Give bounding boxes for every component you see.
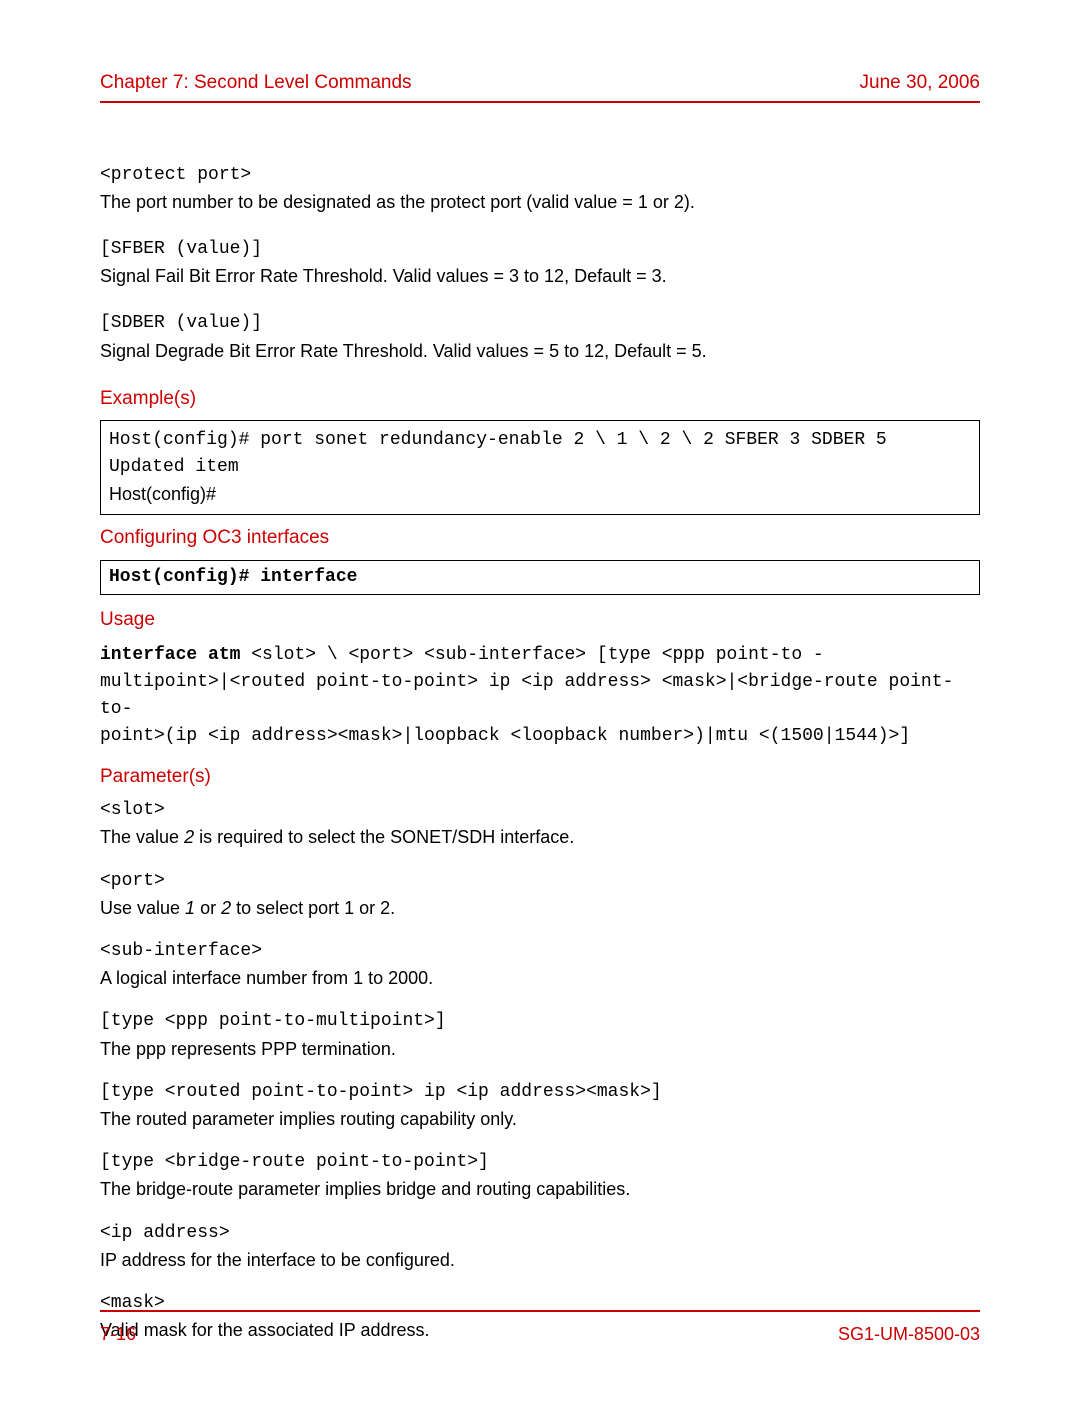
param-port: <port> Use value 1 or 2 to select port 1…	[100, 869, 980, 921]
text: to select port 1 or 2.	[231, 898, 395, 918]
page-header: Chapter 7: Second Level Commands June 30…	[100, 70, 980, 103]
usage-syntax: interface atm <slot> \ <port> <sub-inter…	[100, 642, 980, 750]
example-line: Host(config)# port sonet redundancy-enab…	[109, 427, 971, 454]
param-desc: The value 2 is required to select the SO…	[100, 825, 980, 850]
param-syntax: <slot>	[100, 798, 980, 823]
text-italic: 1	[185, 898, 195, 918]
usage-text: multipoint>|<routed point-to-point> ip <…	[100, 672, 953, 719]
param-desc: Use value 1 or 2 to select port 1 or 2.	[100, 896, 980, 921]
doc-id: SG1-UM-8500-03	[838, 1322, 980, 1347]
text: or	[195, 898, 221, 918]
param-syntax: <port>	[100, 869, 980, 894]
command-box: Host(config)# interface	[100, 560, 980, 595]
param-desc: IP address for the interface to be confi…	[100, 1248, 980, 1273]
param-desc: Signal Fail Bit Error Rate Threshold. Va…	[100, 264, 980, 289]
usage-text: point>(ip <ip address><mask>|loopback <l…	[100, 726, 910, 746]
example-code-box: Host(config)# port sonet redundancy-enab…	[100, 420, 980, 515]
examples-heading: Example(s)	[100, 386, 980, 413]
param-syntax: <ip address>	[100, 1221, 980, 1246]
param-syntax: [type <routed point-to-point> ip <ip add…	[100, 1080, 980, 1105]
parameters-heading: Parameter(s)	[100, 764, 980, 791]
param-desc: Signal Degrade Bit Error Rate Threshold.…	[100, 339, 980, 364]
param-ipaddress: <ip address> IP address for the interfac…	[100, 1221, 980, 1273]
param-desc: A logical interface number from 1 to 200…	[100, 966, 980, 991]
page-footer: 7-16 SG1-UM-8500-03	[100, 1310, 980, 1347]
param-protect-port: <protect port> The port number to be des…	[100, 163, 980, 215]
text: Use value	[100, 898, 185, 918]
param-desc: The bridge-route parameter implies bridg…	[100, 1177, 980, 1202]
param-slot: <slot> The value 2 is required to select…	[100, 798, 980, 850]
text-italic: 2	[221, 898, 231, 918]
param-desc: The port number to be designated as the …	[100, 190, 980, 215]
header-date: June 30, 2006	[860, 70, 980, 97]
page-content: Chapter 7: Second Level Commands June 30…	[0, 0, 1080, 1411]
param-syntax: [SFBER (value)]	[100, 237, 980, 262]
param-syntax: [type <ppp point-to-multipoint>]	[100, 1009, 980, 1034]
usage-text: <slot> \ <port> <sub-interface> [type <p…	[240, 645, 823, 665]
param-desc: The routed parameter implies routing cap…	[100, 1107, 980, 1132]
param-sdber: [SDBER (value)] Signal Degrade Bit Error…	[100, 311, 980, 363]
usage-heading: Usage	[100, 607, 980, 634]
text-italic: 2	[184, 827, 194, 847]
param-syntax: <sub-interface>	[100, 939, 980, 964]
page-number: 7-16	[100, 1322, 136, 1347]
param-desc: The ppp represents PPP termination.	[100, 1037, 980, 1062]
param-syntax: [SDBER (value)]	[100, 311, 980, 336]
param-subinterface: <sub-interface> A logical interface numb…	[100, 939, 980, 991]
header-chapter: Chapter 7: Second Level Commands	[100, 70, 412, 97]
param-syntax: [type <bridge-route point-to-point>]	[100, 1150, 980, 1175]
configuring-heading: Configuring OC3 interfaces	[100, 525, 980, 552]
param-syntax: <protect port>	[100, 163, 980, 188]
example-line: Updated item	[109, 454, 971, 481]
param-type-ppp: [type <ppp point-to-multipoint>] The ppp…	[100, 1009, 980, 1061]
usage-cmd: interface atm	[100, 645, 240, 665]
param-type-bridge: [type <bridge-route point-to-point>] The…	[100, 1150, 980, 1202]
example-line: Host(config)#	[109, 481, 971, 508]
param-type-routed: [type <routed point-to-point> ip <ip add…	[100, 1080, 980, 1132]
param-sfber: [SFBER (value)] Signal Fail Bit Error Ra…	[100, 237, 980, 289]
text: The value	[100, 827, 184, 847]
text: is required to select the SONET/SDH inte…	[194, 827, 574, 847]
